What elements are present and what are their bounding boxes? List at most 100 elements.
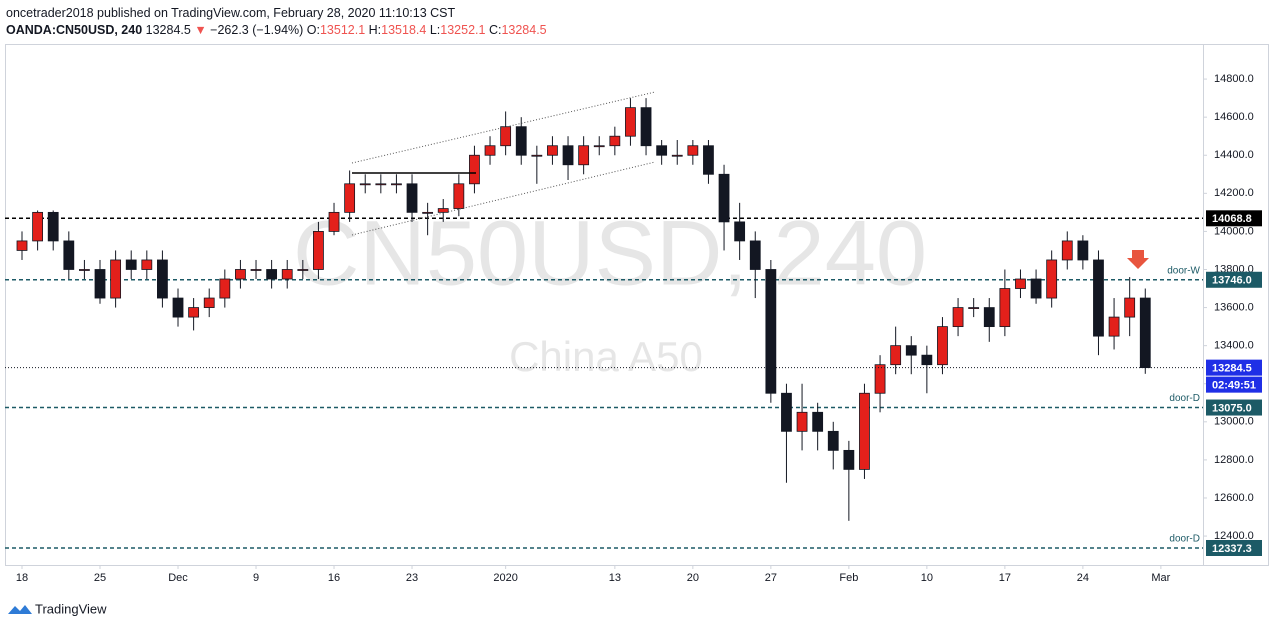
candle-body bbox=[812, 411, 824, 432]
candle-body bbox=[250, 269, 262, 271]
candle-body bbox=[515, 126, 527, 156]
candle-body bbox=[125, 259, 137, 270]
candle-body bbox=[172, 297, 184, 318]
level-label: 12337.3 bbox=[1212, 543, 1252, 555]
x-tick-label: 10 bbox=[921, 572, 933, 584]
x-tick-label: 17 bbox=[999, 572, 1011, 584]
candle-body bbox=[313, 231, 324, 270]
tv-logo bbox=[8, 605, 32, 614]
candle-body bbox=[547, 145, 558, 156]
o-val: 13512.1 bbox=[319, 23, 366, 37]
level-note: door-D bbox=[1169, 534, 1200, 545]
candle-body bbox=[1124, 297, 1136, 318]
candle-body bbox=[63, 240, 75, 270]
x-tick-label: Feb bbox=[839, 572, 858, 584]
candle-body bbox=[593, 145, 605, 148]
candle-body bbox=[47, 211, 59, 242]
candle-body bbox=[905, 345, 917, 356]
last-price-label-box bbox=[1206, 359, 1262, 376]
candle-body bbox=[110, 259, 122, 299]
candle-body bbox=[297, 269, 309, 271]
y-tick-label: 14200.0 bbox=[1214, 187, 1254, 199]
candle-body bbox=[437, 208, 449, 213]
candle-body bbox=[859, 392, 870, 470]
level-label-box bbox=[1206, 399, 1262, 416]
candle-body bbox=[266, 269, 278, 280]
y-tick-label: 14400.0 bbox=[1214, 149, 1254, 161]
candle-body bbox=[687, 145, 699, 156]
candle-body bbox=[484, 145, 496, 156]
x-tick-label: 18 bbox=[16, 572, 28, 584]
o-key: O: bbox=[306, 23, 320, 37]
l-key: L: bbox=[429, 23, 441, 37]
candle-body bbox=[422, 211, 434, 214]
candle-body bbox=[578, 145, 590, 166]
candle-body bbox=[999, 288, 1011, 328]
channel-upper bbox=[351, 91, 656, 164]
candle-body bbox=[1077, 240, 1089, 261]
candle-body bbox=[375, 183, 387, 186]
candle-body bbox=[874, 364, 886, 394]
c-key: C: bbox=[488, 23, 502, 37]
y-tick-label: 13400.0 bbox=[1214, 340, 1254, 352]
candle-body bbox=[16, 240, 28, 251]
published-line: oncetrader2018 published on TradingView.… bbox=[6, 6, 456, 20]
y-tick-label: 13600.0 bbox=[1214, 301, 1254, 313]
candle-body bbox=[703, 145, 714, 175]
x-tick-label: Dec bbox=[168, 572, 188, 584]
c-val: 13284.5 bbox=[501, 23, 547, 37]
candle-body bbox=[1139, 297, 1151, 369]
candle-body bbox=[640, 107, 652, 147]
candle-body bbox=[157, 259, 168, 299]
change: −262.3 (−1.94%) bbox=[210, 23, 304, 37]
y-tick-label: 14600.0 bbox=[1214, 111, 1254, 123]
y-tick-label: 12400.0 bbox=[1214, 530, 1254, 542]
candle-body bbox=[749, 240, 761, 270]
brand: TradingView bbox=[35, 601, 107, 616]
change-arrow: ▼ bbox=[194, 23, 207, 37]
price: 13284.5 bbox=[145, 23, 191, 37]
x-tick-label: 20 bbox=[687, 572, 699, 584]
candle-body bbox=[781, 392, 792, 432]
level-label: 14068.8 bbox=[1212, 213, 1252, 225]
candle-body bbox=[796, 411, 808, 432]
x-tick-label: 23 bbox=[406, 572, 418, 584]
x-tick-label: 25 bbox=[94, 572, 106, 584]
candle-body bbox=[531, 154, 543, 157]
candle-body bbox=[718, 173, 730, 223]
candle-body bbox=[1093, 259, 1104, 337]
candle-body bbox=[79, 269, 90, 271]
candle-body bbox=[921, 354, 933, 366]
candle-body bbox=[765, 269, 777, 394]
candle-body bbox=[1030, 278, 1042, 299]
candle-body bbox=[983, 307, 995, 328]
symbol-line: OANDA:CN50USD, 240 13284.5 ▼ −262.3 (−1.… bbox=[6, 23, 547, 37]
candle-body bbox=[469, 154, 480, 185]
candle-body bbox=[890, 345, 902, 366]
x-tick-label: Mar bbox=[1151, 572, 1170, 584]
level-label-box bbox=[1206, 539, 1262, 556]
l-val: 13252.1 bbox=[440, 23, 486, 37]
h-val: 13518.4 bbox=[381, 23, 427, 37]
candle-body bbox=[281, 269, 293, 280]
level-label-box bbox=[1206, 210, 1262, 227]
y-tick-label: 14000.0 bbox=[1214, 225, 1254, 237]
candle-body bbox=[968, 307, 980, 309]
level-note: door-W bbox=[1167, 265, 1200, 276]
watermark: CN50USD, 240 bbox=[293, 202, 927, 304]
x-tick-label: 27 bbox=[765, 572, 777, 584]
frame bbox=[5, 44, 1269, 566]
candle-body bbox=[827, 430, 839, 451]
x-tick-label: 13 bbox=[609, 572, 621, 584]
candle-body bbox=[937, 326, 948, 366]
last-price-label: 13284.5 bbox=[1212, 363, 1252, 375]
candle-body bbox=[391, 183, 402, 186]
candle-body bbox=[94, 269, 106, 299]
candle-body bbox=[32, 211, 44, 242]
candle-body bbox=[359, 183, 371, 186]
y-tick-label: 12800.0 bbox=[1214, 454, 1254, 466]
candle-body bbox=[562, 145, 574, 166]
symbol: OANDA:CN50USD, 240 bbox=[6, 23, 143, 37]
